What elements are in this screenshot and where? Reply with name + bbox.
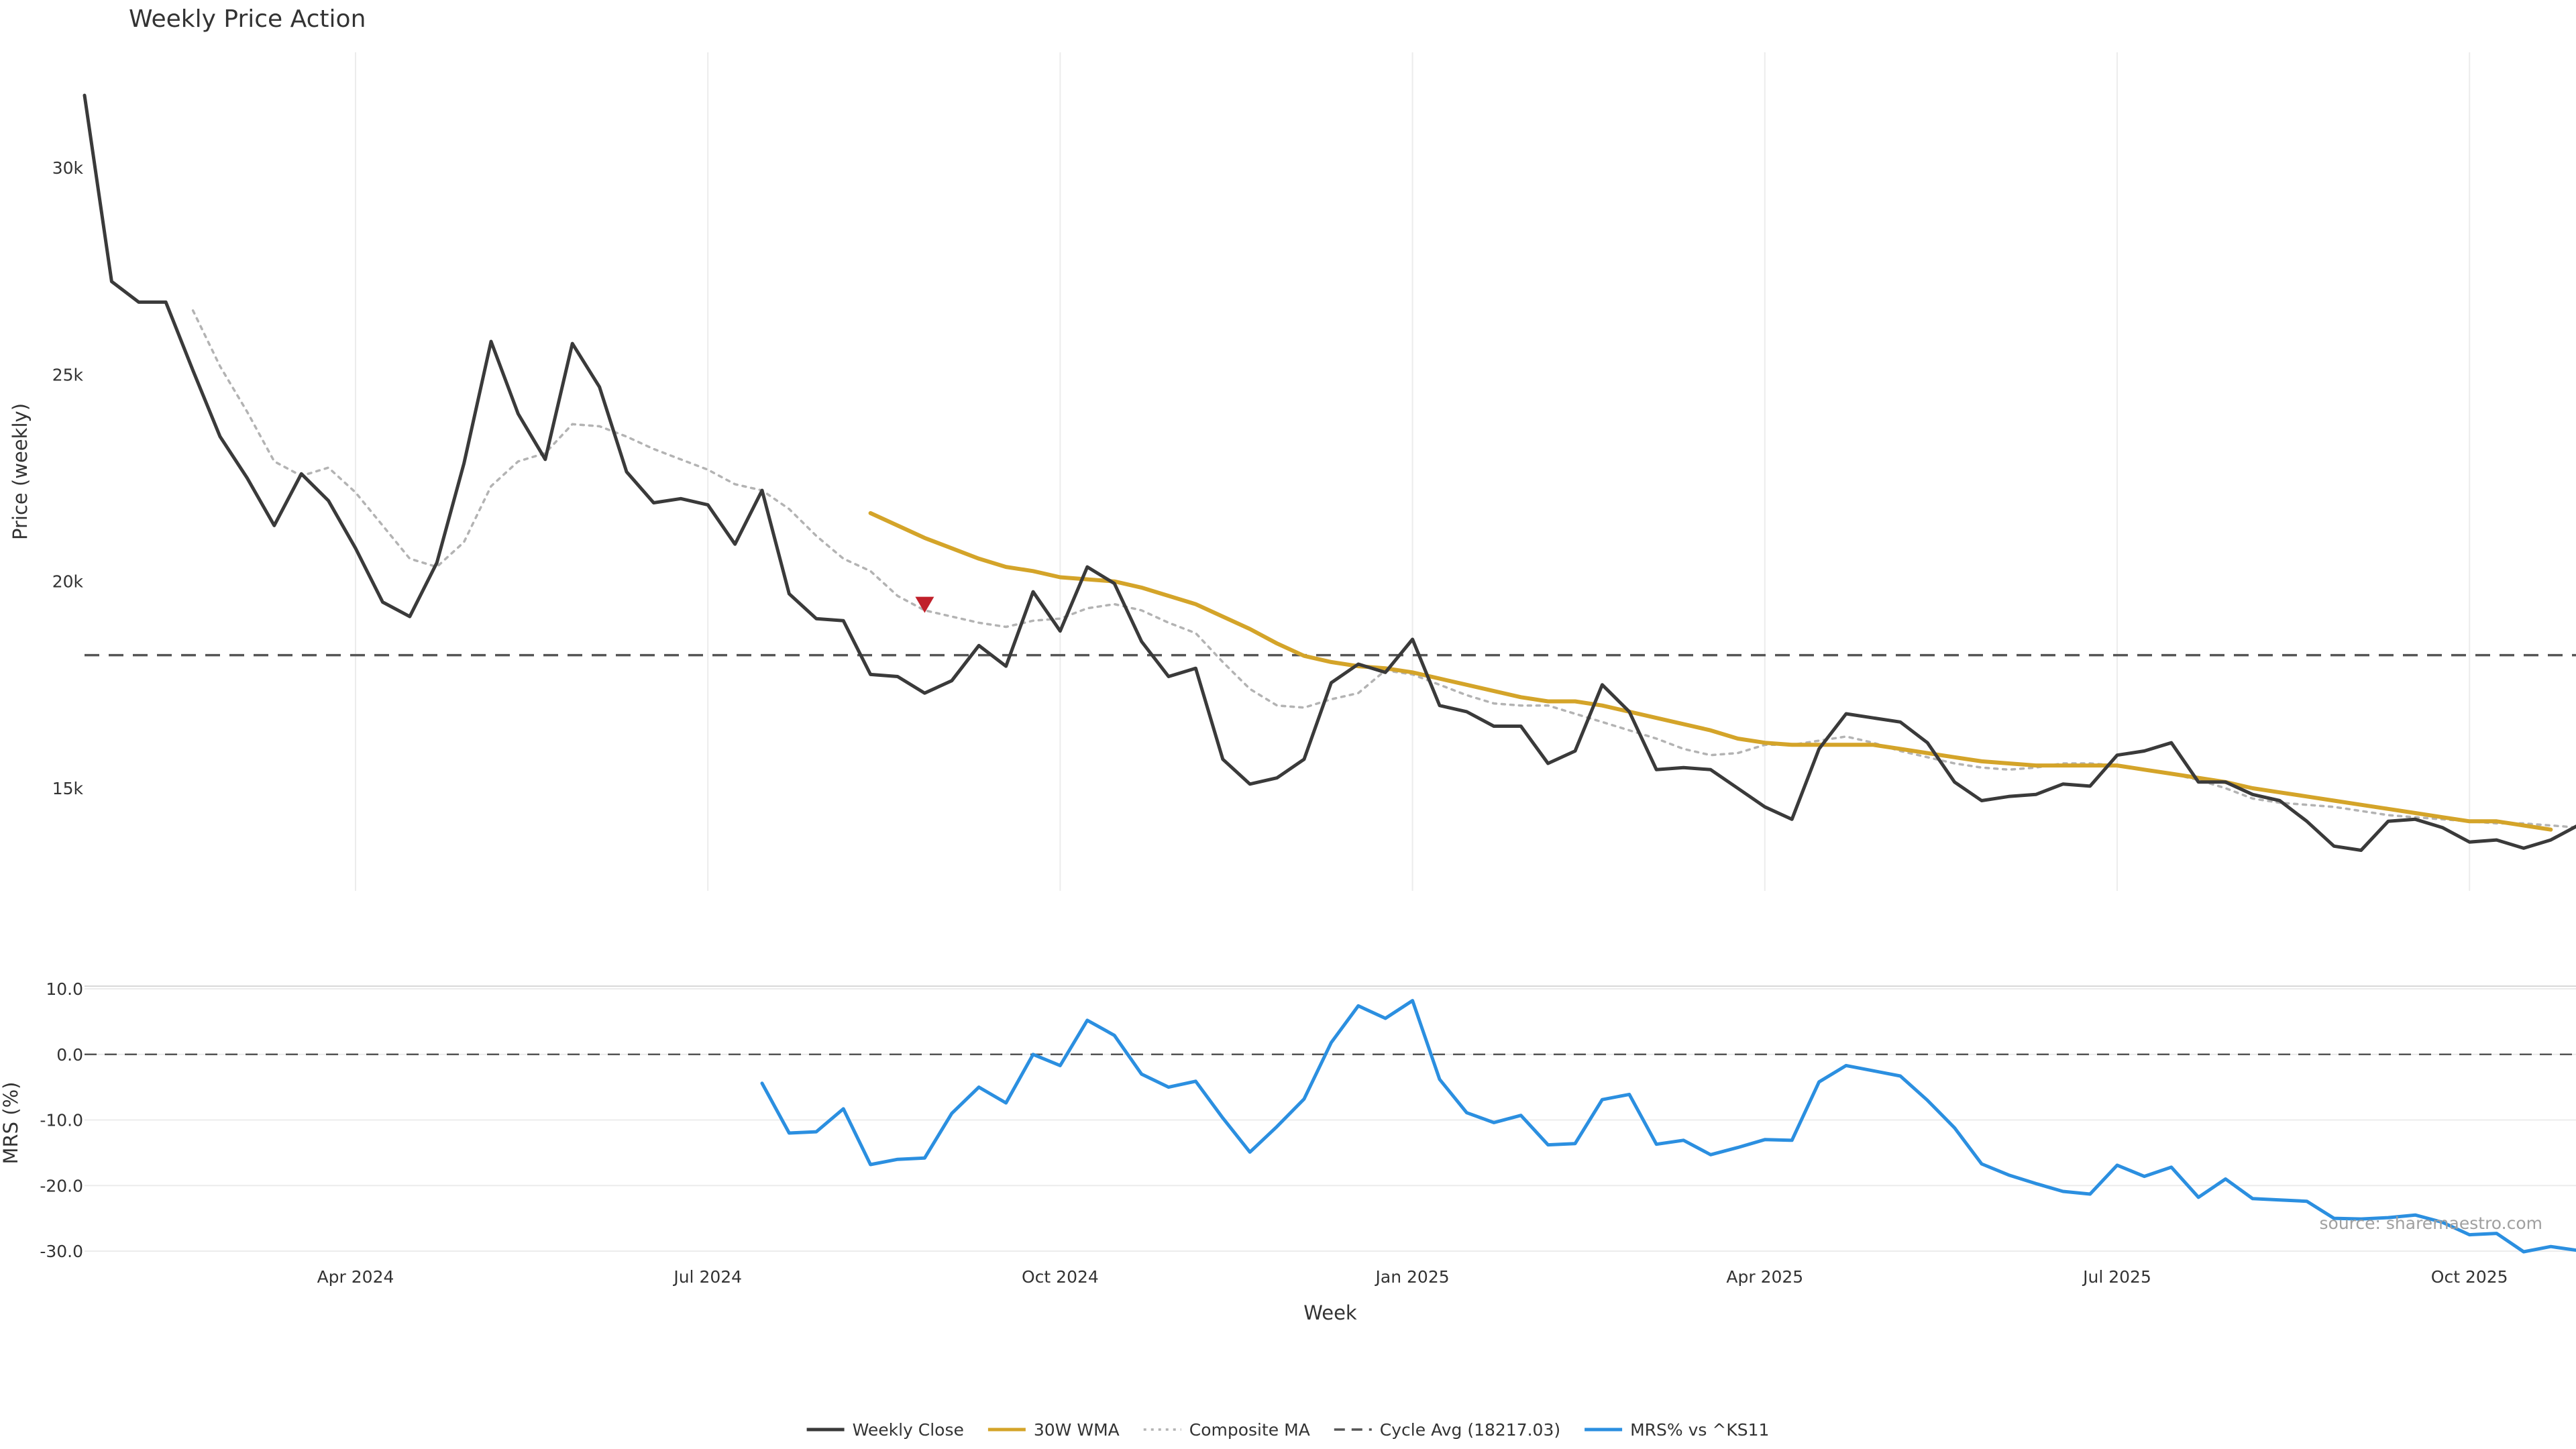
x-tick-label: Apr 2024 (317, 1267, 394, 1287)
x-axis: Apr 2024 Jul 2024 Oct 2024 Jan 2025 Apr 2025… (317, 1267, 2508, 1287)
mrs-grid (85, 985, 2576, 1252)
legend-item: Weekly Close (806, 1420, 964, 1440)
legend-label: MRS% vs ^KS11 (1630, 1420, 1769, 1440)
source-label: source: sharemaestro.com (2320, 1214, 2543, 1233)
price-grid (355, 52, 2471, 891)
x-axis-title: Week (1303, 1301, 1357, 1324)
x-tick-label: Oct 2024 (1022, 1267, 1099, 1287)
mrs-y-tick-label: 0.0 (56, 1045, 83, 1065)
price-y-axis-title: Price (weekly) (9, 403, 32, 540)
x-tick-label: Apr 2025 (1726, 1267, 1803, 1287)
legend-label: 30W WMA (1034, 1420, 1120, 1440)
wma-30w-line (868, 511, 2553, 832)
sell-signal-marker (915, 596, 934, 613)
price-panel: Weekly Price Action 15k 20k 25k 30k Price (… (9, 5, 2576, 891)
legend-label: Weekly Close (853, 1420, 964, 1440)
mrs-y-axis: 10.0 0.0 -10.0 -20.0 -30.0 (40, 979, 83, 1261)
legend: Weekly Close 30W WMA Composite MA Cycle Avg… (806, 1420, 1769, 1440)
weekly-close-line (83, 93, 2576, 852)
x-tick-label: Jul 2024 (672, 1267, 742, 1287)
legend-item: 30W WMA (987, 1420, 1120, 1440)
price-y-tick-label: 15k (52, 779, 84, 798)
legend-item: MRS% vs ^KS11 (1585, 1420, 1769, 1440)
mrs-y-axis-title: MRS (%) (0, 1082, 22, 1165)
mrs-y-tick-label: 10.0 (46, 979, 83, 999)
x-tick-label: Jan 2025 (1375, 1267, 1450, 1287)
legend-item: Cycle Avg (18217.03) (1334, 1420, 1560, 1440)
legend-item: Composite MA (1143, 1420, 1310, 1440)
price-y-tick-label: 20k (52, 572, 84, 592)
x-tick-label: Oct 2025 (2431, 1267, 2508, 1287)
mrs-panel: 10.0 0.0 -10.0 -20.0 -30.0 MRS (%) Apr 2024 J… (0, 979, 2576, 1324)
mrs-line (760, 999, 2576, 1254)
mrs-y-tick-label: -20.0 (40, 1176, 83, 1195)
price-series-group (83, 93, 2576, 852)
price-y-tick-label: 30k (52, 158, 84, 178)
mrs-series-group (85, 999, 2576, 1254)
mrs-y-tick-label: -10.0 (40, 1111, 83, 1130)
composite-ma-line (191, 309, 2576, 829)
price-y-tick-label: 25k (52, 365, 84, 384)
mrs-y-tick-label: -30.0 (40, 1242, 83, 1261)
chart-title: Weekly Price Action (129, 5, 366, 33)
legend-label: Composite MA (1189, 1420, 1310, 1440)
x-tick-label: Jul 2025 (2082, 1267, 2151, 1287)
price-y-axis: 15k 20k 25k 30k (52, 158, 84, 798)
legend-label: Cycle Avg (18217.03) (1380, 1420, 1560, 1440)
